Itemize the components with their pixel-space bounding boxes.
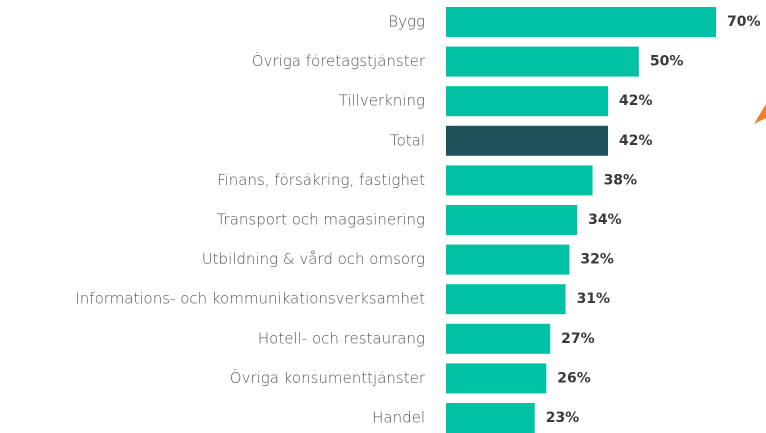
value-label: 31% xyxy=(577,291,611,307)
value-label: 32% xyxy=(580,252,614,268)
bar xyxy=(446,403,535,433)
bar xyxy=(446,165,593,196)
bar xyxy=(446,125,608,156)
bar xyxy=(446,284,566,315)
decoration xyxy=(754,104,766,124)
category-label: Tillverkning xyxy=(339,92,425,110)
bar xyxy=(446,86,608,117)
category-label: Total xyxy=(390,131,425,149)
value-label: 27% xyxy=(561,331,595,347)
category-label: Finans, försäkring, fastighet xyxy=(217,171,425,189)
category-label: Informations- och kommunikationsverksamh… xyxy=(75,290,425,308)
value-label: 42% xyxy=(619,93,653,109)
value-label: 42% xyxy=(619,133,653,149)
bar xyxy=(446,46,639,77)
bar xyxy=(446,7,716,37)
value-label: 26% xyxy=(557,370,591,386)
bar xyxy=(446,363,547,394)
bar xyxy=(446,323,551,354)
category-label: Bygg xyxy=(388,13,425,31)
category-label: Handel xyxy=(372,409,425,427)
category-label: Utbildning & vård och omsorg xyxy=(202,250,425,268)
category-label: Hotell- och restaurang xyxy=(258,329,425,347)
category-label: Transport och magasinering xyxy=(217,211,425,229)
bar xyxy=(446,244,570,275)
value-label: 34% xyxy=(588,212,622,228)
value-label: 23% xyxy=(546,410,580,426)
category-label: Övriga konsumenttjänster xyxy=(230,368,426,387)
value-label: 50% xyxy=(650,54,684,70)
bar xyxy=(446,205,578,235)
value-label: 38% xyxy=(604,172,638,188)
category-label: Övriga företagstjänster xyxy=(252,51,426,70)
value-label: 70% xyxy=(727,14,761,30)
